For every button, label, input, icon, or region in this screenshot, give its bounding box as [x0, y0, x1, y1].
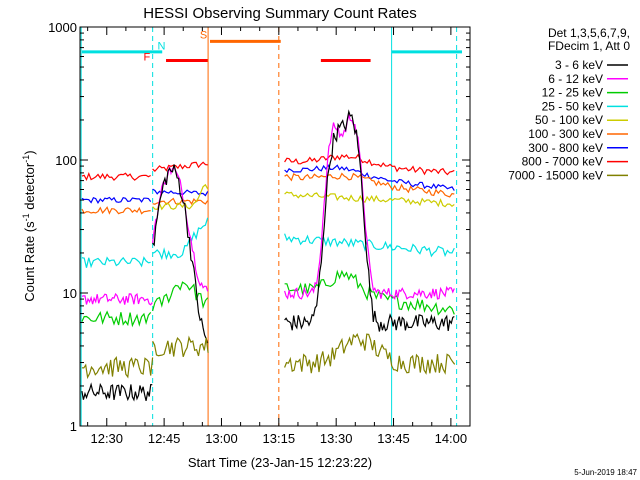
series-300-800kev [81, 196, 152, 204]
series-12-25kev [152, 281, 209, 312]
plot-area: N S F [80, 27, 462, 426]
legend-header-line-1: Det 1,3,5,6,7,9, [548, 26, 630, 40]
series-7000-15000kev [284, 332, 456, 375]
legend: Det 1,3,5,6,7,9, FDecim 1, Att 0 3 - 6 k… [508, 26, 630, 182]
x-tick-label: 14:00 [435, 431, 468, 446]
x-tick-label: 13:45 [377, 431, 410, 446]
y-tick-label: 100 [55, 153, 77, 168]
y-axis: 1 10 100 1000 [48, 20, 470, 434]
chart-title: HESSI Observing Summary Count Rates [143, 5, 416, 22]
x-tick-label: 12:30 [90, 431, 123, 446]
x-tick-label: 12:45 [148, 431, 181, 446]
series-50-100kev [284, 191, 455, 208]
series-800-7000kev [152, 161, 208, 172]
date-stamp: 5-Jun-2019 18:47 [574, 468, 637, 477]
series-12-25kev [81, 310, 152, 328]
series-6-12kev [284, 112, 455, 300]
legend-label: 100 - 300 keV [528, 127, 603, 141]
legend-label: 300 - 800 keV [528, 141, 603, 155]
legend-label: 50 - 100 keV [535, 113, 603, 127]
series-50-100kev [152, 183, 209, 211]
series-6-12kev [152, 166, 209, 292]
series-100-300kev [284, 172, 455, 198]
series-7000-15000kev [81, 355, 154, 380]
x-tick-label: 13:30 [320, 431, 353, 446]
plot-frame [79, 26, 471, 427]
series-3-6kev [152, 164, 209, 344]
series-25-50kev [284, 233, 455, 258]
series-100-300kev [152, 197, 209, 206]
series-3-6kev [81, 382, 153, 402]
series-7000-15000kev [152, 335, 209, 357]
x-tick-label: 13:15 [263, 431, 296, 446]
x-tick-label: 13:00 [205, 431, 238, 446]
x-axis: 12:30 12:45 13:00 13:15 13:30 13:45 14:00 [87, 27, 468, 446]
legend-label: 25 - 50 keV [542, 99, 603, 113]
series-25-50kev [81, 256, 151, 269]
legend-label: 6 - 12 keV [548, 72, 603, 86]
night-flag-label: N [157, 40, 165, 52]
legend-label: 12 - 25 keV [542, 86, 603, 100]
series-25-50kev [152, 217, 209, 261]
y-tick-label: 10 [63, 286, 77, 301]
series-100-300kev [81, 206, 151, 215]
legend-label: 800 - 7000 keV [522, 155, 603, 169]
y-tick-label: 1000 [48, 20, 77, 35]
legend-label: 3 - 6 keV [555, 58, 603, 72]
series-6-12kev [81, 292, 153, 306]
legend-label: 7000 - 15000 keV [508, 168, 603, 182]
series-800-7000kev [81, 172, 151, 182]
legend-header-line-2: FDecim 1, Att 0 [548, 39, 630, 53]
saa-flag-label: S [200, 29, 207, 41]
y-tick-label: 1 [70, 419, 77, 434]
y-axis-label: Count Rate (s-1 detector-1) [21, 150, 37, 301]
x-axis-label: Start Time (23-Jan-15 12:23:22) [188, 455, 372, 470]
flare-flag-label: F [144, 51, 151, 63]
series-800-7000kev [284, 153, 455, 176]
series-3-6kev [284, 109, 455, 332]
